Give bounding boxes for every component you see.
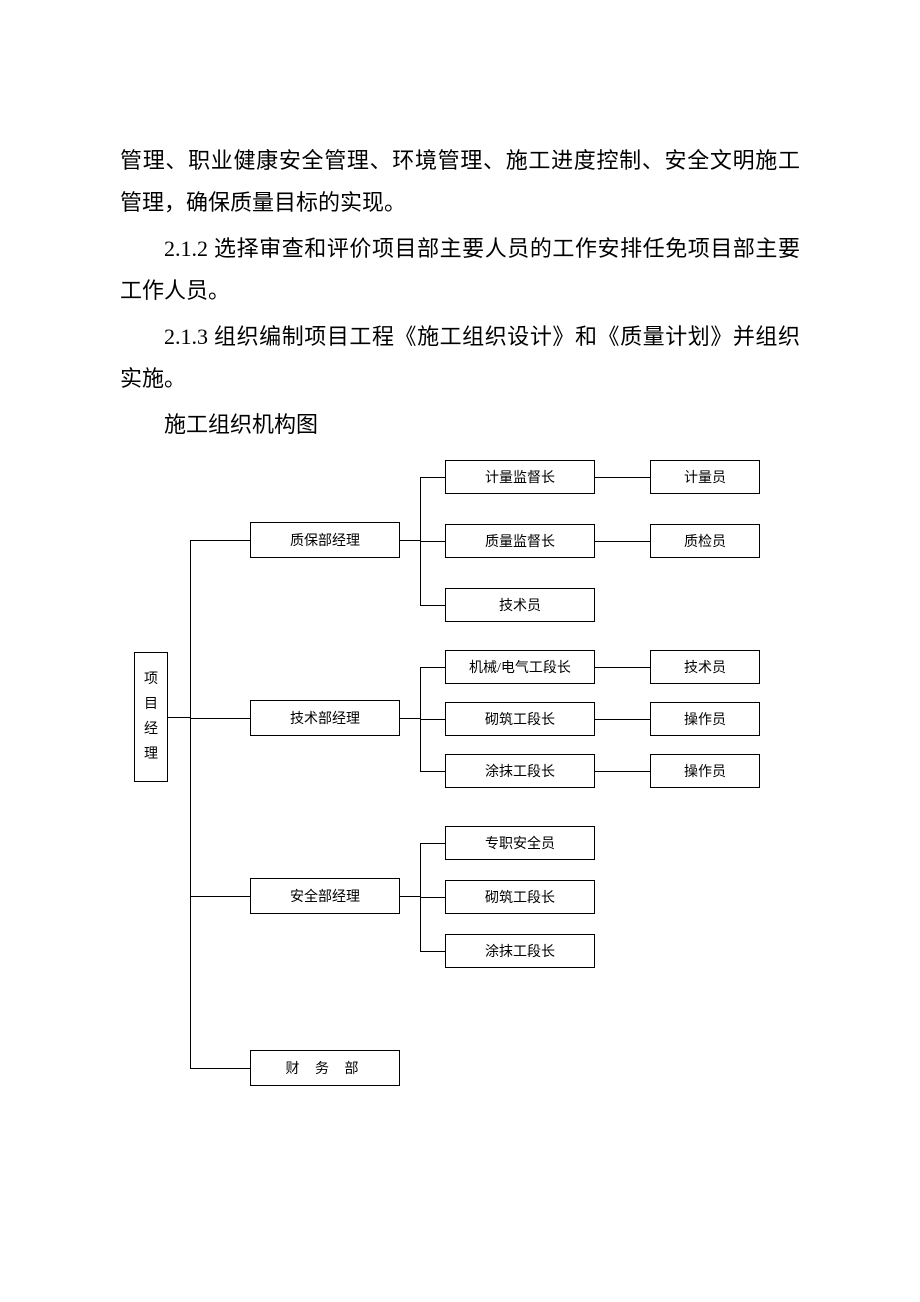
node-b2: 技术部经理 [250, 700, 400, 736]
paragraph-2: 2.1.2 选择审查和评价项目部主要人员的工作安排任免项目部主要工作人员。 [120, 228, 800, 312]
paragraph-1: 管理、职业健康安全管理、环境管理、施工进度控制、安全文明施工管理，确保质量目标的… [120, 140, 800, 224]
node-root: 项 目 经 理 [134, 652, 168, 782]
node-b3c1: 专职安全员 [445, 826, 595, 860]
connector [168, 717, 190, 718]
connector [190, 540, 191, 1068]
node-b1c2: 质量监督长 [445, 524, 595, 558]
connector [420, 477, 445, 478]
node-root-char1: 项 [144, 667, 158, 692]
node-b1c3: 技术员 [445, 588, 595, 622]
connector [420, 951, 445, 952]
node-root-char3: 经 [144, 717, 158, 742]
node-b2c2: 砌筑工段长 [445, 702, 595, 736]
connector [190, 1068, 250, 1069]
connector [595, 667, 650, 668]
connector [595, 541, 650, 542]
connector [595, 477, 650, 478]
connector [420, 719, 445, 720]
node-b1: 质保部经理 [250, 522, 400, 558]
node-b2c3: 涂抹工段长 [445, 754, 595, 788]
node-b1c1: 计量监督长 [445, 460, 595, 494]
connector [595, 771, 650, 772]
connector [420, 667, 445, 668]
connector [595, 719, 650, 720]
connector [400, 540, 420, 541]
connector [190, 718, 250, 719]
connector [400, 718, 420, 719]
node-b2c2d: 操作员 [650, 702, 760, 736]
node-b2c1: 机械/电气工段长 [445, 650, 595, 684]
connector [420, 771, 445, 772]
node-b3c3: 涂抹工段长 [445, 934, 595, 968]
node-b3: 安全部经理 [250, 878, 400, 914]
node-b1c1d: 计量员 [650, 460, 760, 494]
connector [420, 897, 445, 898]
connector [400, 896, 420, 897]
node-b4: 财 务 部 [250, 1050, 400, 1086]
connector [420, 843, 445, 844]
node-b2c3d: 操作员 [650, 754, 760, 788]
diagram-title: 施工组织机构图 [164, 404, 804, 446]
connector [420, 605, 445, 606]
paragraph-3: 2.1.3 组织编制项目工程《施工组织设计》和《质量计划》并组织实施。 [120, 316, 800, 400]
node-root-char2: 目 [144, 692, 158, 717]
node-b1c2d: 质检员 [650, 524, 760, 558]
connector [420, 541, 445, 542]
connector [190, 540, 250, 541]
node-b3c2: 砌筑工段长 [445, 880, 595, 914]
node-root-char4: 理 [144, 742, 158, 767]
node-b2c1d: 技术员 [650, 650, 760, 684]
connector [190, 896, 250, 897]
